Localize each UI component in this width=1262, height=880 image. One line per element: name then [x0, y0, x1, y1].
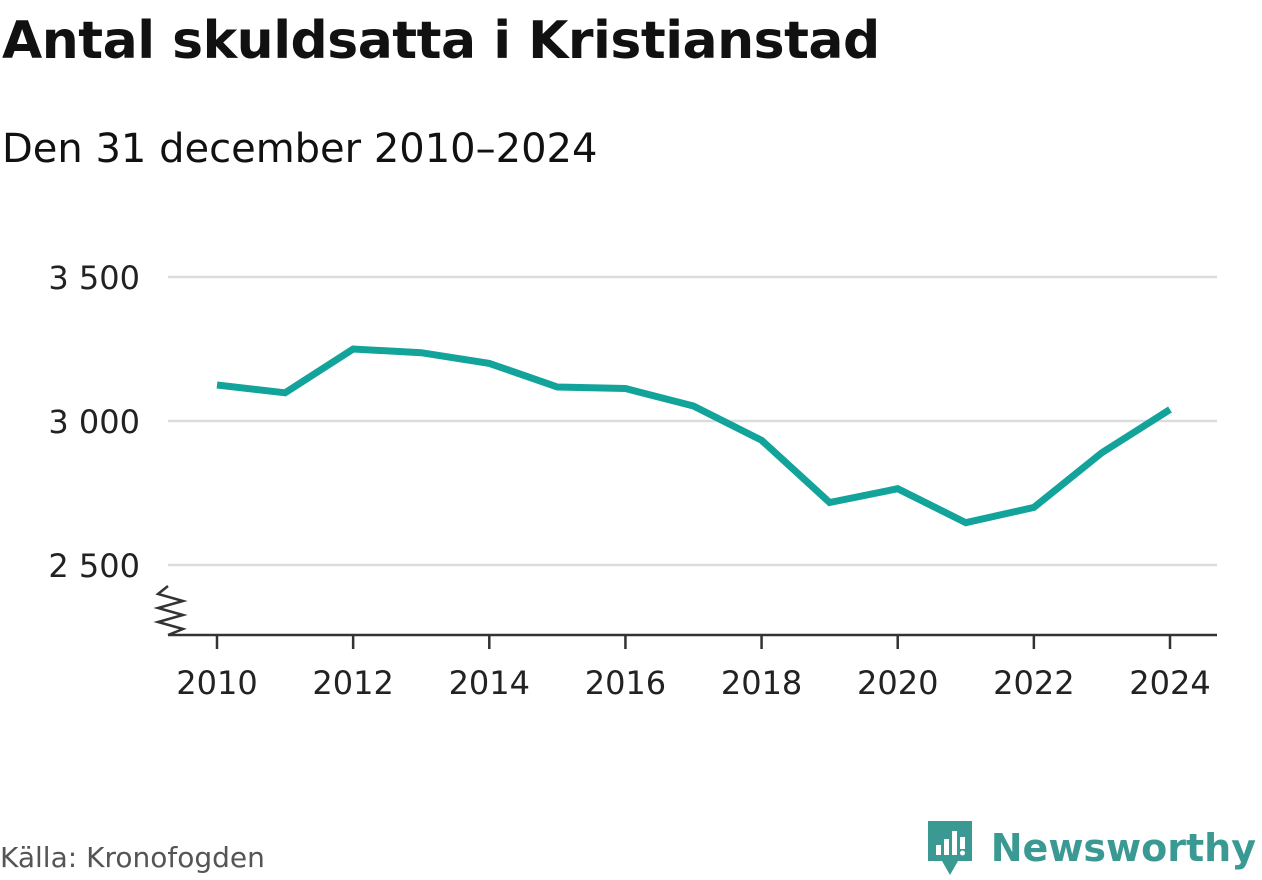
series-line: [216, 345, 1172, 527]
source-note: Källa: Kronofogden: [0, 841, 265, 874]
brand-logo[interactable]: Newsworthy: [925, 816, 1256, 880]
chart-title: Antal skuldsatta i Kristianstad: [2, 11, 880, 71]
x-tick-label: 2010: [176, 664, 257, 702]
x-tick-label: 2018: [721, 664, 802, 702]
axis-break-icon: [153, 585, 188, 637]
x-tick-label: 2014: [449, 664, 530, 702]
chart-subtitle: Den 31 december 2010–2024: [2, 126, 598, 172]
x-tick-label: 2024: [1129, 664, 1210, 702]
brand-name: Newsworthy: [990, 826, 1256, 870]
y-tick-label: 3 000: [48, 403, 140, 441]
y-tick-label: 3 500: [48, 259, 140, 297]
x-tick-label: 2020: [857, 664, 938, 702]
x-tick-label: 2016: [585, 664, 666, 702]
newsworthy-logo-icon: [927, 821, 972, 875]
x-tick-label: 2022: [993, 664, 1074, 702]
x-tick-label: 2012: [312, 664, 393, 702]
y-tick-label: 2 500: [48, 547, 140, 585]
